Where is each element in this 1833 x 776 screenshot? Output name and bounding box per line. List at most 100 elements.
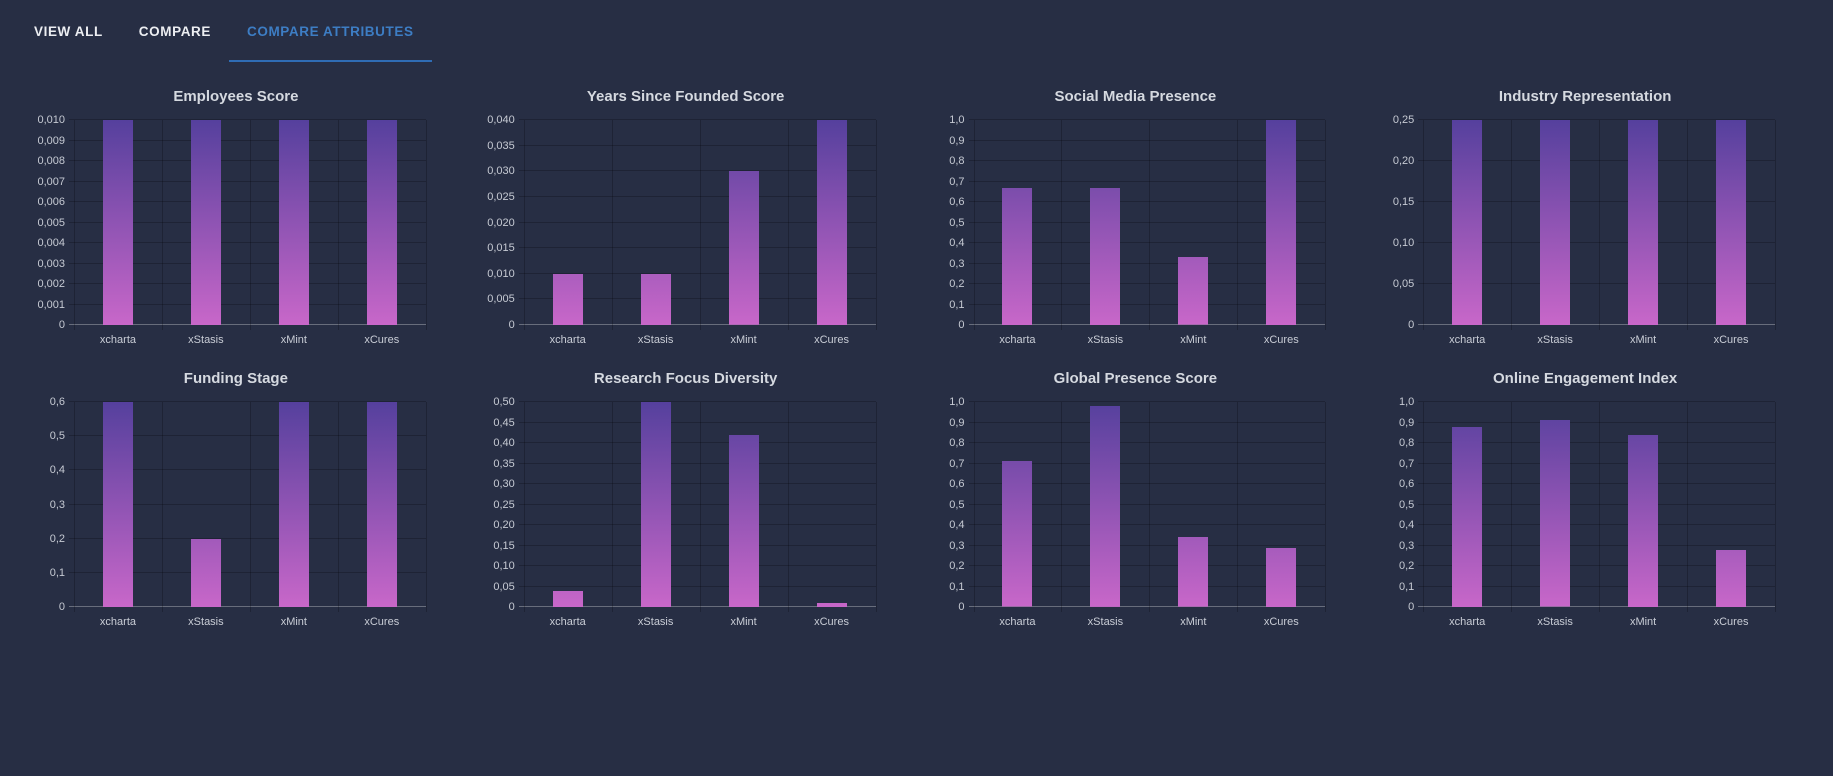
y-axis-tick-label: 0,2 (949, 560, 965, 572)
bar-xMint (1178, 537, 1209, 607)
x-axis-label: xCures (1713, 334, 1749, 346)
x-axis-labels: xcharta xStasis xMint xCures (974, 616, 1326, 628)
chart-plot-row: 0 0,005 0,010 0,015 0,020 0,025 0,030 0,035 0,04… (468, 114, 904, 331)
v-gridline (1423, 402, 1425, 612)
y-axis-tick-label: 0,020 (487, 216, 515, 229)
y-axis-tick-label: 0,4 (1398, 519, 1415, 531)
h-gridline (69, 401, 426, 402)
active-tab-indicator (229, 60, 432, 62)
y-axis-tick-label: 0,20 (1392, 155, 1415, 167)
y-axis-tick-label: 0,001 (37, 298, 65, 311)
y-axis-tick-label: 0,3 (1398, 539, 1415, 552)
y-axis-tick-label: 0,20 (493, 519, 515, 531)
y-axis-tick-label: 0,5 (949, 498, 965, 511)
y-axis-tick-label: 0,7 (1398, 457, 1415, 470)
chart-title: Online Engagement Index (1493, 370, 1678, 387)
h-gridline (518, 544, 876, 546)
x-axis-line (968, 324, 1326, 325)
bar-xStasis (640, 402, 671, 607)
chart-card: Research Focus Diversity 0 0,05 0,10 0,15 0,2… (468, 370, 904, 628)
y-axis-tick-label: 0,010 (487, 267, 515, 280)
x-axis-label: xMint (730, 334, 757, 346)
tab-compare-label: COMPARE (138, 24, 211, 39)
y-axis-tick-label: 0 (1408, 319, 1415, 331)
plot-area (968, 119, 1327, 330)
chart-card: Industry Representation 0 0,05 0,10 0,15 0,20… (1367, 88, 1803, 346)
y-axis-tick-label: 0,25 (1392, 114, 1415, 126)
x-axis-label: xMint (1180, 616, 1207, 628)
x-axis-label: xcharta (99, 616, 136, 628)
v-gridline (1149, 120, 1151, 330)
y-axis-tick-label: 0,35 (493, 457, 515, 470)
h-gridline (968, 303, 1326, 305)
y-axis-tick-label: 0,3 (949, 539, 965, 552)
v-gridline (523, 120, 525, 330)
y-axis-tick-label: 0,4 (949, 237, 965, 249)
bar-xMint (1628, 434, 1659, 607)
chart-plot-row: 0 0,1 0,2 0,3 0,4 0,5 0,6 (18, 396, 454, 613)
chart-title: Employees Score (173, 88, 299, 105)
x-axis-label: xMint (280, 334, 307, 346)
h-gridline (69, 435, 426, 437)
tab-view-all[interactable]: VIEW ALL (16, 0, 121, 62)
y-axis-tick-label: 0,3 (949, 257, 965, 270)
h-gridline (968, 119, 1326, 120)
bar-xStasis (1090, 187, 1121, 325)
tab-compare-attributes-label: COMPARE ATTRIBUTES (247, 24, 414, 39)
h-gridline (69, 119, 426, 120)
v-gridline (74, 402, 75, 612)
x-axis-label: xCures (364, 616, 400, 628)
y-axis-tick-label: 0,9 (949, 134, 965, 147)
bar-xcharta (552, 273, 583, 325)
y-axis-tick-label: 0 (508, 601, 515, 613)
y-axis-tick-label: 0,9 (1398, 416, 1415, 429)
h-gridline (1418, 283, 1775, 284)
v-gridline (1687, 402, 1689, 612)
bar-xcharta (1452, 426, 1483, 607)
v-gridline (1511, 402, 1513, 612)
bar-xStasis (1540, 420, 1571, 607)
y-axis: 0 0,1 0,2 0,3 0,4 0,5 0,6 0,7 0,8 0,9 1,0 (918, 114, 974, 331)
y-axis-tick-label: 0,005 (37, 216, 65, 229)
x-axis-label: xStasis (188, 616, 224, 628)
tab-compare-attributes[interactable]: COMPARE ATTRIBUTES (229, 0, 432, 62)
x-axis-label: xcharta (1449, 334, 1486, 346)
h-gridline (518, 298, 876, 300)
chart-plot-row: 0 0,05 0,10 0,15 0,20 0,25 0,30 0,35 0,40 0,45 0,5… (468, 396, 904, 613)
h-gridline (518, 247, 876, 249)
x-axis-label: xStasis (1537, 334, 1573, 346)
y-axis-tick-label: 0,030 (487, 165, 515, 178)
tab-compare[interactable]: COMPARE (121, 0, 229, 62)
h-gridline (69, 242, 426, 243)
x-axis-label: xMint (1629, 616, 1657, 628)
chart-plot-row: 0 0,1 0,2 0,3 0,4 0,5 0,6 0,7 0,8 0,9 1,0 (918, 396, 1354, 613)
h-gridline (1418, 242, 1775, 243)
chart-title: Years Since Founded Score (586, 88, 785, 105)
chart-card: Years Since Founded Score 0 0,005 0,010 0,01… (468, 88, 904, 346)
plot-area (518, 119, 877, 330)
v-gridline (1423, 120, 1425, 330)
charts-grid: Employees Score 0 0,001 0,002 0,003 0,004 0,00… (0, 88, 1833, 628)
v-gridline (611, 120, 613, 330)
h-gridline (518, 272, 876, 274)
h-gridline (69, 139, 426, 141)
y-axis-tick-label: 0,1 (949, 580, 965, 593)
chart-card: Employees Score 0 0,001 0,002 0,003 0,004 0,00… (18, 88, 454, 346)
bar-xCures (1716, 549, 1747, 607)
v-gridline (699, 402, 701, 612)
y-axis-tick-label: 0,7 (949, 175, 965, 188)
x-axis-line (1418, 606, 1775, 607)
chart-card: Global Presence Score 0 0,1 0,2 0,3 0,4 0,5 0,6… (918, 370, 1354, 628)
bar-xCures (816, 120, 847, 325)
h-gridline (968, 442, 1326, 443)
x-axis-line (69, 324, 426, 325)
v-gridline (249, 120, 251, 330)
h-gridline (69, 201, 426, 202)
y-axis-tick-label: 0,40 (493, 437, 515, 449)
y-axis-tick-label: 0,30 (493, 478, 515, 490)
y-axis: 0 0,05 0,10 0,15 0,20 0,25 (1367, 114, 1423, 331)
x-axis-label: xcharta (549, 616, 586, 628)
h-gridline (968, 139, 1326, 141)
h-gridline (1418, 160, 1775, 161)
y-axis-tick-label: 0,1 (49, 566, 65, 579)
